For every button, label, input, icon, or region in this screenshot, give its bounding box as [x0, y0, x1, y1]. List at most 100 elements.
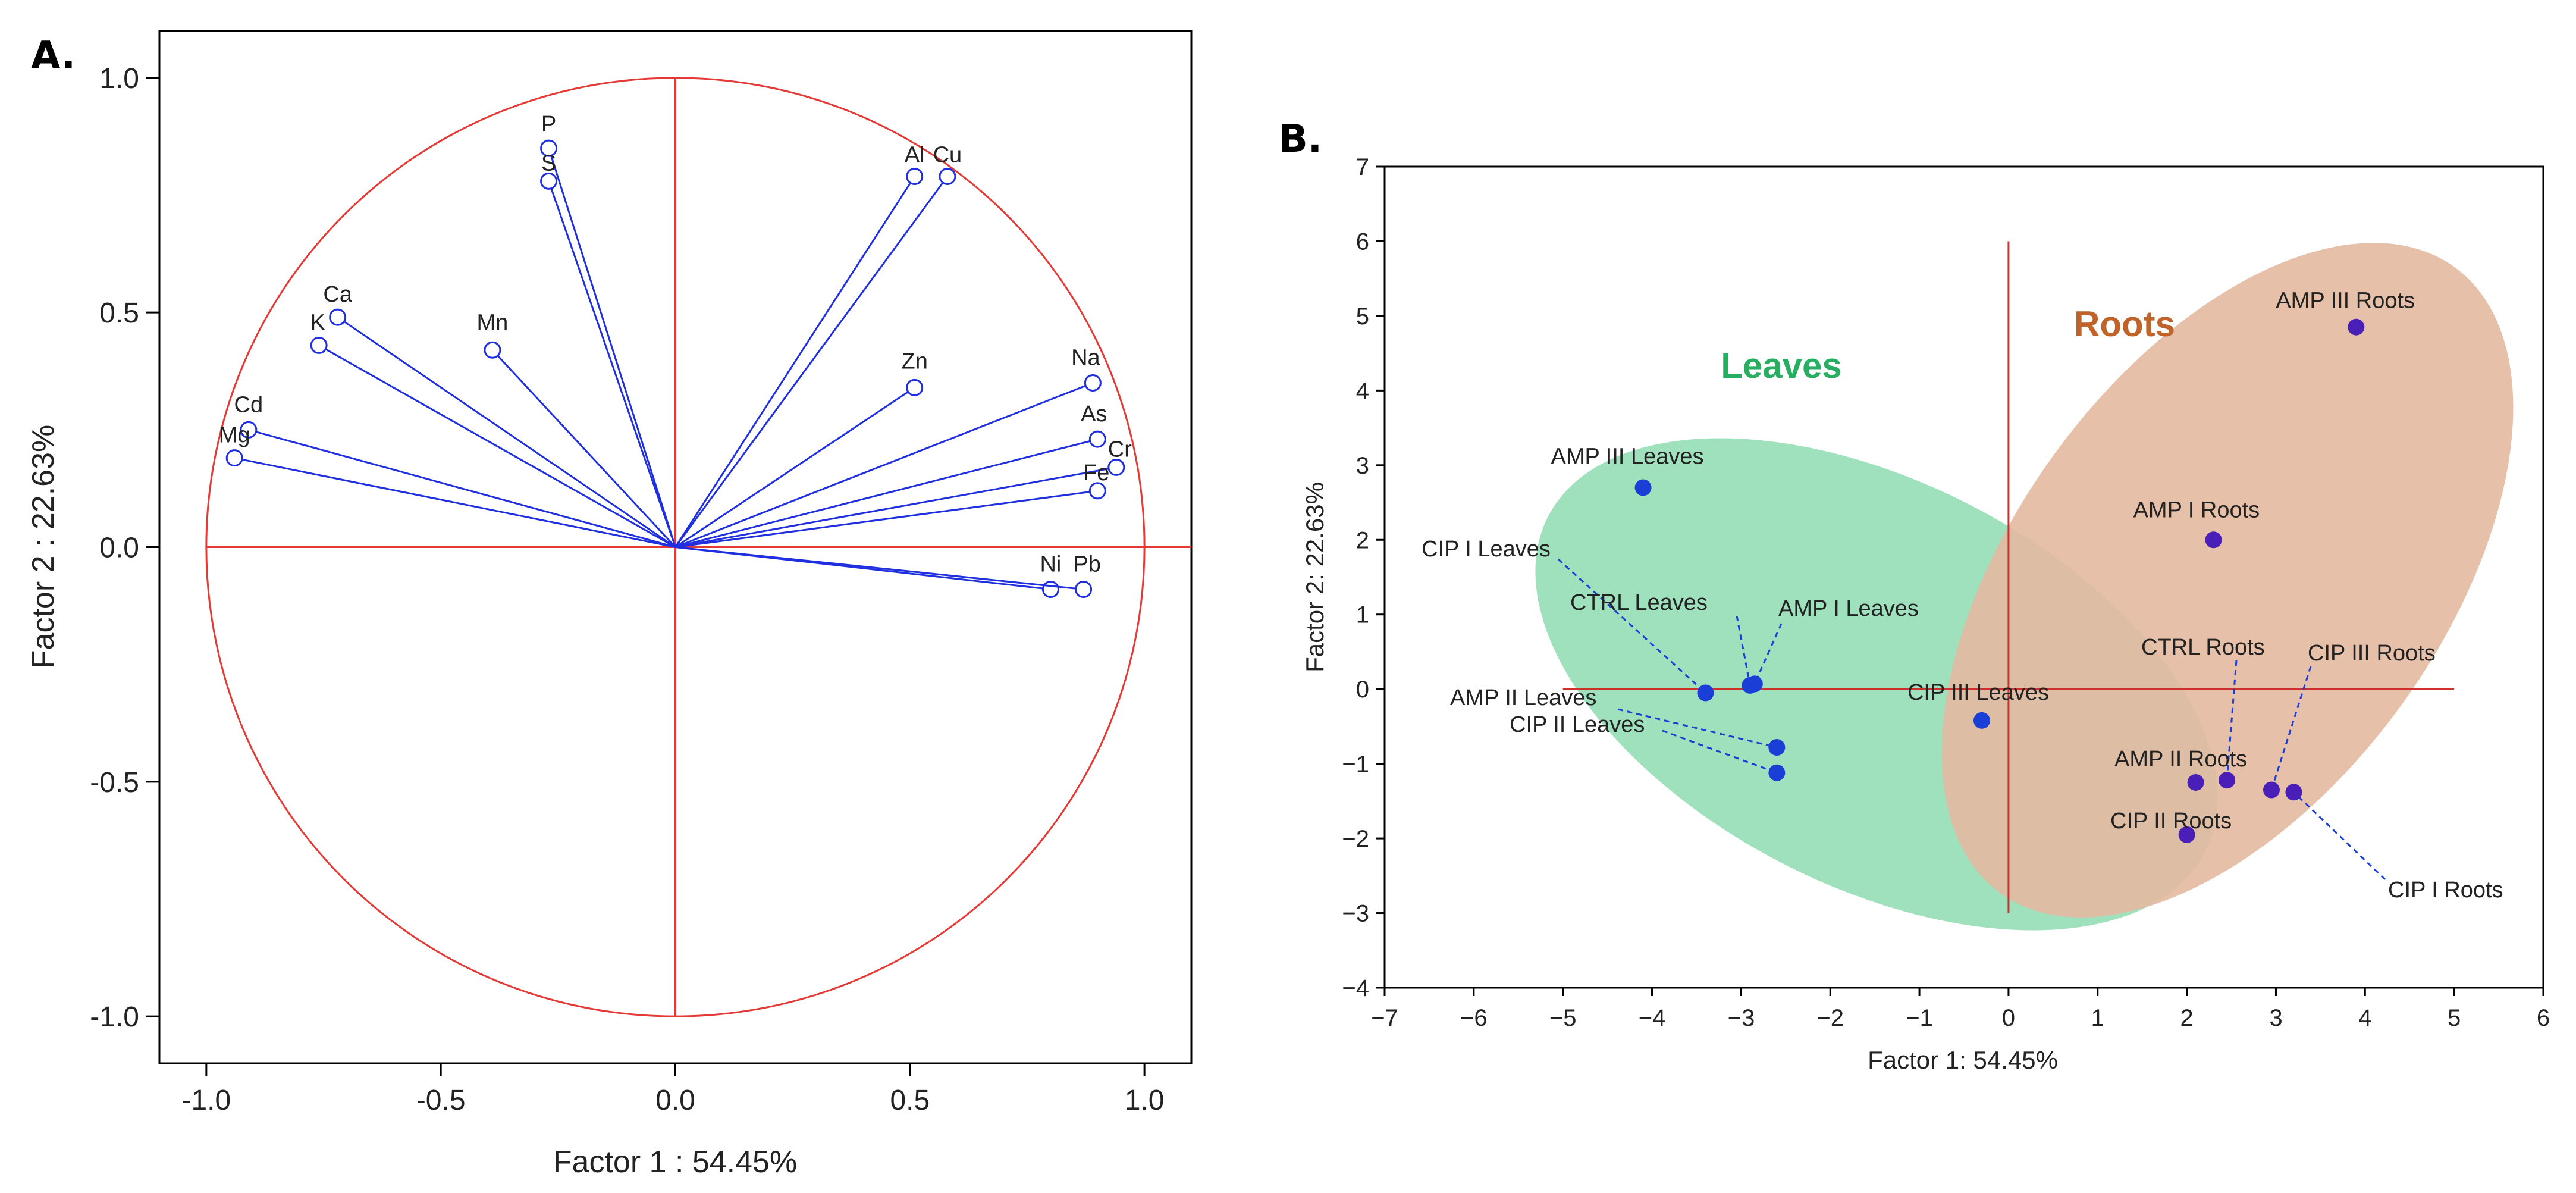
panel-a-x-axis-label: Factor 1 : 54.45%	[553, 1145, 797, 1179]
loading-label: Al	[905, 142, 925, 167]
panel-b-y-tick-label: 6	[1356, 228, 1369, 255]
panel-a-x-tick-label: 0.5	[890, 1085, 930, 1116]
loading-point	[1107, 458, 1125, 476]
panel-b-y-axis-label: Factor 2: 22.63%	[1301, 482, 1329, 672]
loading-point	[240, 421, 258, 439]
loading-vector	[674, 176, 915, 548]
score-label: AMP I Roots	[2133, 497, 2260, 522]
score-label: AMP I Leaves	[1778, 596, 1919, 621]
panel-b-x-tick-label: 1	[2091, 1005, 2104, 1031]
loading-vector	[674, 387, 915, 548]
panel-b-x-tick-label: 6	[2537, 1005, 2550, 1031]
score-label: CIP I Roots	[2388, 878, 2503, 903]
score-label: CIP II Roots	[2110, 809, 2232, 834]
loading-vector	[674, 176, 949, 548]
panel-a-letter: A.	[31, 34, 76, 78]
loading-vector	[318, 345, 676, 548]
loading-vector	[248, 428, 676, 548]
panel-b-x-tick-label: −6	[1460, 1005, 1488, 1031]
leader-line	[2226, 660, 2238, 781]
loading-label: Mg	[219, 423, 250, 448]
panel-b-x-tick-label: −1	[1906, 1005, 1933, 1031]
loading-label: Cu	[933, 142, 962, 167]
score-label: CIP III Leaves	[1907, 680, 2049, 705]
loading-label: Na	[1071, 345, 1100, 370]
panel-b-letter: B.	[1279, 117, 1322, 161]
loading-label: Fe	[1083, 461, 1109, 486]
loading-point	[906, 167, 924, 185]
score-label: AMP II Leaves	[1450, 685, 1596, 710]
loading-label: Ca	[323, 282, 352, 307]
loading-vector	[675, 490, 1098, 548]
score-point	[2285, 784, 2302, 801]
leader-line	[2293, 791, 2386, 881]
panel-b-y-tick-label: 7	[1356, 154, 1369, 180]
loading-label: As	[1081, 402, 1107, 427]
loading-point	[1088, 482, 1106, 500]
score-label: CTRL Leaves	[1570, 590, 1708, 615]
panel-a-y-tick-label: -1.0	[90, 1001, 139, 1033]
panel-a-x-tick-label: -1.0	[182, 1085, 231, 1116]
panel-b-y-tick-label: 5	[1356, 303, 1369, 330]
loading-point	[1075, 580, 1093, 598]
panel-b-x-tick-label: 4	[2358, 1005, 2371, 1031]
panel-a-x-tick-label: -0.5	[416, 1085, 466, 1116]
score-point	[1973, 712, 1990, 729]
panel-b-x-axis-label: Factor 1: 54.45%	[1868, 1046, 2058, 1074]
loading-vector	[675, 466, 1117, 548]
loading-point	[225, 449, 243, 467]
loading-vector	[675, 438, 1098, 548]
panel-b-x-tick-label: −4	[1639, 1005, 1666, 1031]
score-label: AMP III Roots	[2276, 289, 2415, 314]
loading-vector	[674, 382, 1093, 548]
leader-line	[1617, 708, 1777, 749]
panel-a-x-tick-label: 1.0	[1125, 1085, 1165, 1116]
leader-line	[1736, 615, 1751, 686]
loading-point	[484, 341, 501, 359]
loading-label: P	[541, 112, 556, 137]
loading-vector	[234, 457, 676, 548]
score-point	[2263, 781, 2280, 799]
panel-b-y-tick-label: 2	[1356, 527, 1369, 553]
score-point	[2187, 774, 2204, 791]
panel-b-y-tick-label: −1	[1342, 752, 1369, 778]
panel-a-y-tick-label: 0.5	[99, 298, 139, 329]
leader-line	[1662, 729, 1777, 774]
score-label: AMP III Leaves	[1551, 444, 1704, 469]
loading-point	[310, 336, 328, 354]
score-point	[1697, 684, 1714, 702]
loading-label: S	[541, 151, 556, 176]
score-label: CIP I Leaves	[1422, 537, 1551, 562]
leader-line	[1557, 558, 1706, 694]
loading-label: Pb	[1073, 552, 1100, 577]
panel-a-y-tick-label: -0.5	[90, 767, 139, 799]
roots-group-label: Roots	[2074, 304, 2175, 344]
score-point	[1768, 764, 1786, 781]
loading-vector	[675, 546, 1084, 590]
loading-point	[906, 378, 924, 396]
panel-b-y-tick-label: 1	[1356, 602, 1369, 628]
panel-b-x-tick-label: 2	[2180, 1005, 2193, 1031]
leaves-group-label: Leaves	[1721, 346, 1842, 386]
panel-b-y-tick-label: 3	[1356, 453, 1369, 479]
loading-label: Cr	[1108, 437, 1132, 462]
score-label: CIP II Leaves	[1510, 712, 1645, 737]
score-label: AMP II Roots	[2114, 747, 2247, 772]
leader-line	[1753, 623, 1783, 685]
panel-b-x-tick-label: 0	[2002, 1005, 2015, 1031]
score-point	[2178, 826, 2195, 843]
panel-b-y-tick-label: 0	[1356, 677, 1369, 703]
loading-point	[1088, 430, 1106, 448]
loading-point	[1084, 374, 1102, 392]
loading-vector	[491, 349, 676, 548]
roots-group-ellipse	[1941, 243, 2514, 918]
loading-vector	[548, 148, 676, 547]
panel-a-x-tick-label: 0.0	[655, 1085, 695, 1116]
score-point	[2205, 531, 2222, 549]
loading-point	[939, 167, 956, 185]
panel-b-y-tick-label: −2	[1342, 826, 1369, 852]
panel-b-x-tick-label: −7	[1371, 1005, 1398, 1031]
panel-a-y-axis-label: Factor 2 : 22.63%	[26, 425, 61, 669]
loading-label: Cd	[234, 392, 263, 417]
loading-label: Zn	[902, 349, 928, 374]
